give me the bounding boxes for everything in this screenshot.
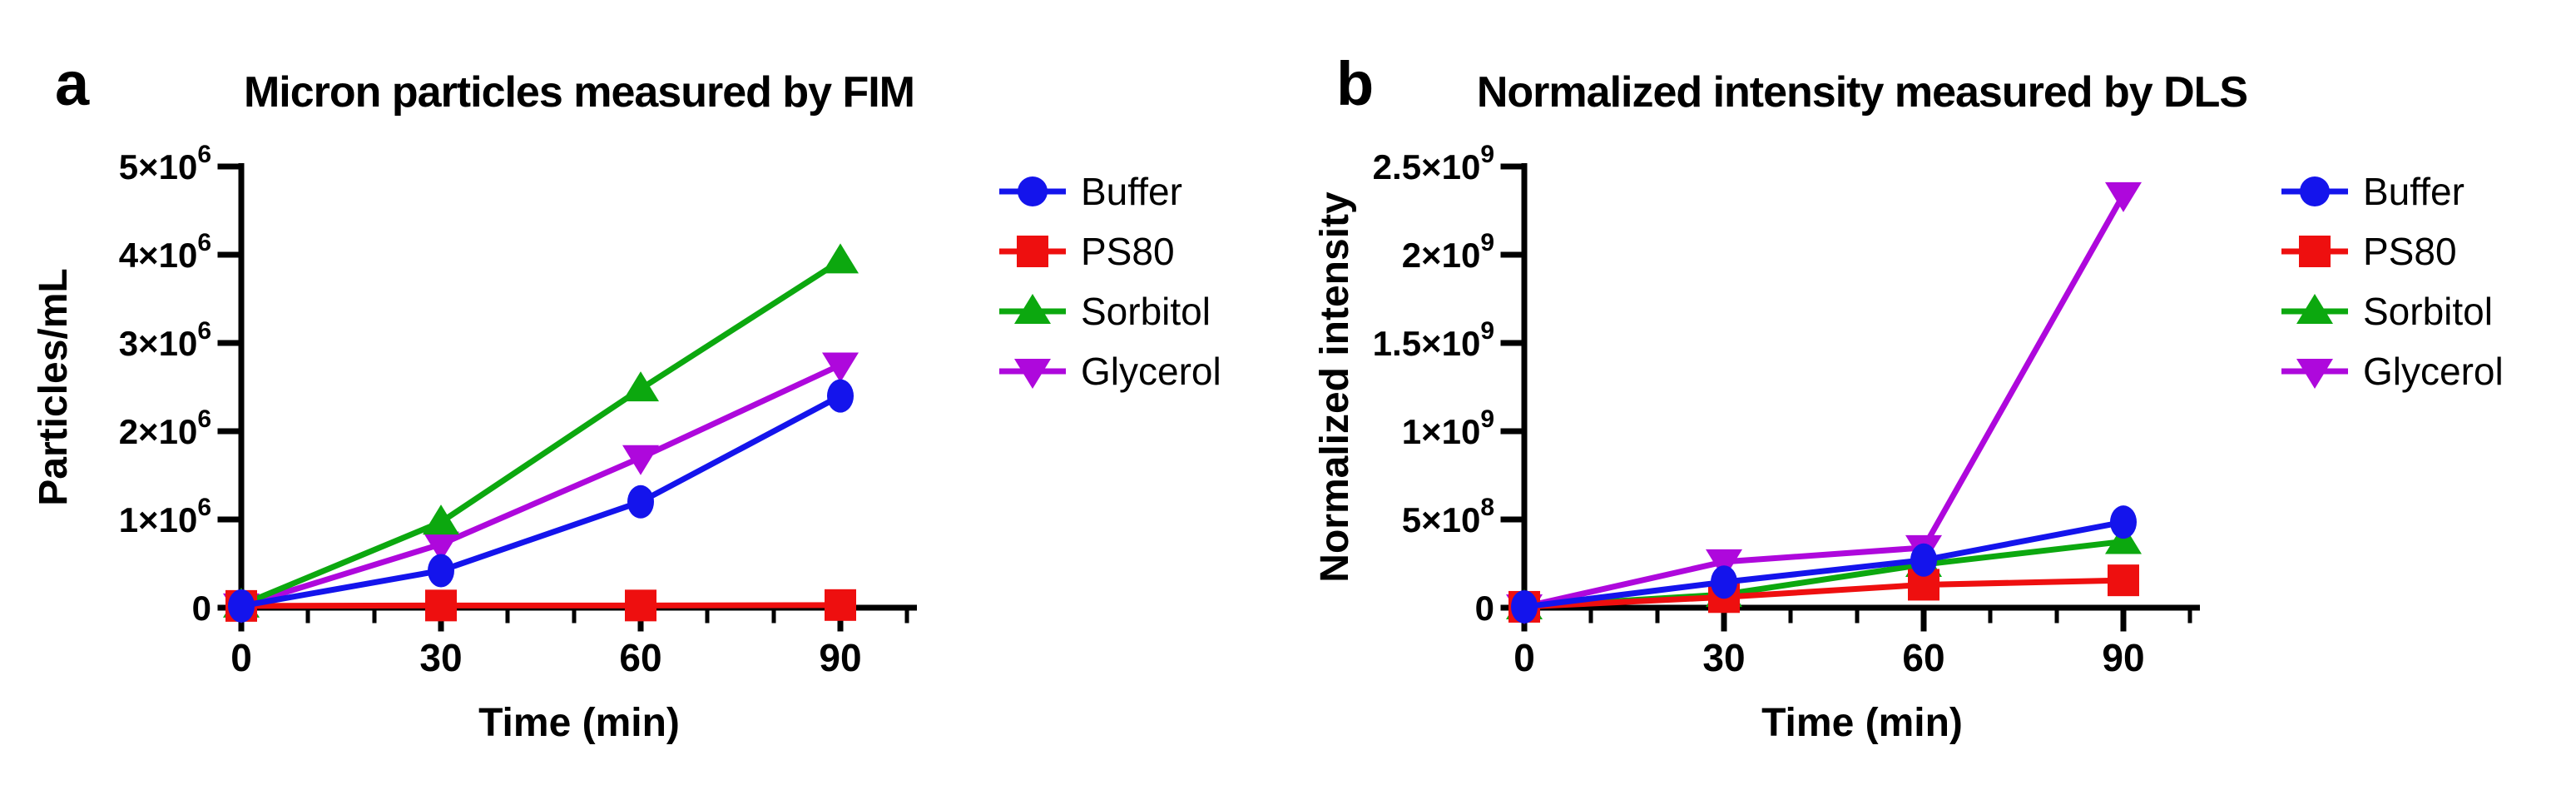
marker-square xyxy=(2299,236,2331,267)
marker-circle xyxy=(2110,505,2137,539)
marker-circle xyxy=(827,379,854,413)
marker-circle xyxy=(627,484,654,519)
y-tick-label: 0 xyxy=(1475,589,1494,628)
panel-b: b Normalized intensity measured by DLS 0 5×… xyxy=(1313,49,2504,745)
marker-triangle-up xyxy=(2105,524,2142,554)
x-axis-title: Time (min) xyxy=(1761,701,1963,745)
series-line-sorbitol xyxy=(240,258,842,609)
series-line-glycerol xyxy=(240,362,842,609)
legend-item-buffer: Buffer xyxy=(999,170,1182,213)
legend-label: Glycerol xyxy=(2363,350,2504,393)
marker-square xyxy=(625,589,656,622)
y-tick-label: 1.5×109 xyxy=(1373,317,1494,363)
legend-label: Glycerol xyxy=(1081,350,1221,393)
legend-label: Buffer xyxy=(2363,170,2465,213)
x-axis-title: Time (min) xyxy=(478,701,680,745)
y-tick-label: 5×108 xyxy=(1402,494,1494,539)
marker-triangle-up xyxy=(622,371,659,402)
y-tick-label: 2.5×109 xyxy=(1373,141,1494,186)
y-tick-label: 2×109 xyxy=(1402,229,1494,275)
marker-circle xyxy=(1910,543,1937,577)
marker-triangle-down xyxy=(2105,181,2142,212)
chart-title: Normalized intensity measured by DLS xyxy=(1477,68,2247,117)
marker-square xyxy=(1017,236,1048,267)
x-tick-label: 90 xyxy=(2102,636,2144,679)
legend-item-buffer: Buffer xyxy=(2281,170,2465,213)
y-tick-label: 1×109 xyxy=(1402,405,1494,451)
legend-marker-circle xyxy=(2300,176,2330,206)
series-line-buffer xyxy=(240,393,842,609)
series-line-ps80 xyxy=(1523,577,2124,610)
legend-item-glycerol: Glycerol xyxy=(999,350,1221,393)
x-tick-label: 90 xyxy=(819,636,861,679)
y-tick-label: 2×106 xyxy=(119,405,211,451)
y-axis-title: Normalized intensity xyxy=(1313,191,1357,583)
marker-circle xyxy=(1711,565,1737,599)
y-tick-label: 1×106 xyxy=(119,494,211,539)
marker-triangle-up xyxy=(1014,294,1051,324)
legend-label: Buffer xyxy=(1081,170,1182,213)
x-tick-label: 0 xyxy=(230,636,252,679)
x-tick-label: 0 xyxy=(1513,636,1535,679)
legend-label: Sorbitol xyxy=(2363,290,2493,333)
legend-label: Sorbitol xyxy=(1081,290,1211,333)
panel-a: a Micron particles measured by FIM 0 1×106 2… xyxy=(32,49,1221,745)
y-tick-label: 4×106 xyxy=(119,229,211,275)
x-tick-label: 30 xyxy=(1702,636,1745,679)
series-line-glycerol xyxy=(1523,193,2127,610)
series-line-buffer xyxy=(1523,519,2124,610)
legend-label: PS80 xyxy=(1081,230,1175,273)
legend-item-ps80: PS80 xyxy=(999,230,1175,273)
marker-triangle-down xyxy=(423,531,459,562)
x-tick-label: 60 xyxy=(619,636,661,679)
marker-triangle-down xyxy=(1706,549,1742,579)
panel-letter: a xyxy=(55,49,90,118)
x-tick-label: 60 xyxy=(1902,636,1944,679)
y-tick-label: 3×106 xyxy=(119,317,211,363)
panel-letter: b xyxy=(1336,49,1374,118)
marker-triangle-up xyxy=(423,504,459,535)
marker-triangle-down xyxy=(622,445,659,475)
legend-item-sorbitol: Sorbitol xyxy=(2281,290,2493,333)
marker-triangle-up xyxy=(2296,294,2333,324)
marker-square xyxy=(425,589,457,622)
chart-title: Micron particles measured by FIM xyxy=(244,68,914,117)
series-line-ps80 xyxy=(240,602,841,609)
y-tick-label: 0 xyxy=(192,589,211,628)
x-tick-label: 30 xyxy=(419,636,462,679)
marker-circle xyxy=(1511,589,1538,624)
y-axis-title: Particles/mL xyxy=(32,268,76,505)
y-tick-label: 5×106 xyxy=(119,141,211,186)
marker-triangle-up xyxy=(822,243,859,274)
marker-circle xyxy=(228,589,255,623)
legend-marker-circle xyxy=(1018,176,1048,206)
legend-item-sorbitol: Sorbitol xyxy=(999,290,1211,333)
marker-triangle-down xyxy=(822,352,859,383)
marker-square xyxy=(825,589,856,621)
marker-triangle-down xyxy=(2296,359,2333,389)
marker-square xyxy=(2108,564,2139,597)
legend-label: PS80 xyxy=(2363,230,2457,273)
legend-item-glycerol: Glycerol xyxy=(2281,350,2504,393)
marker-circle xyxy=(428,554,454,588)
marker-triangle-down xyxy=(1014,359,1051,389)
legend-item-ps80: PS80 xyxy=(2281,230,2457,273)
